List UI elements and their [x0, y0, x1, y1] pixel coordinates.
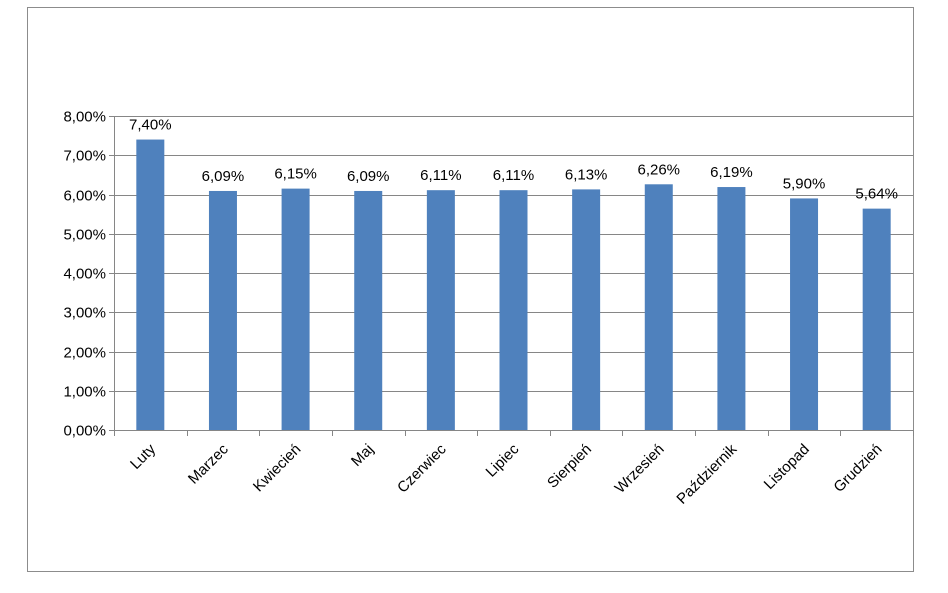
category-label: Kwiecień: [250, 441, 304, 495]
data-label: 6,11%: [420, 167, 461, 184]
axes: [109, 116, 914, 436]
y-tick-label: 3,00%: [63, 305, 106, 322]
data-label: 6,11%: [493, 167, 534, 184]
category-label: Luty: [127, 440, 159, 472]
category-label: Czerwiec: [394, 440, 450, 496]
category-label: Październik: [673, 440, 740, 507]
bar: [499, 190, 528, 430]
data-label: 6,13%: [565, 166, 608, 183]
bar: [281, 188, 310, 430]
category-label: Lipiec: [483, 440, 523, 480]
data-label: 6,15%: [274, 166, 317, 183]
data-label: 6,09%: [202, 168, 245, 185]
y-tick-label: 0,00%: [63, 423, 106, 440]
bar: [208, 190, 237, 430]
y-tick-label: 1,00%: [63, 384, 106, 401]
y-tick-label: 5,00%: [63, 227, 106, 244]
y-tick-label: 8,00%: [63, 109, 106, 126]
data-label: 7,40%: [129, 117, 172, 134]
bar: [717, 187, 746, 430]
bar: [644, 184, 673, 430]
bar: [862, 208, 891, 430]
bar: [426, 190, 455, 430]
y-tick-label: 2,00%: [63, 345, 106, 362]
bar: [354, 190, 383, 430]
bar: [136, 139, 165, 431]
bar: [790, 198, 819, 430]
chart-area: [27, 7, 914, 572]
category-label: Marzec: [185, 440, 232, 487]
data-label: 6,26%: [637, 161, 680, 178]
category-label: Wrzesień: [612, 441, 668, 497]
category-label: Listopad: [761, 441, 813, 493]
category-label: Grudzień: [830, 441, 885, 496]
data-labels: 7,40% 6,09% 6,15% 6,09% 6,11% 6,11% 6,13% 6,26%…: [129, 117, 898, 203]
bar: [572, 189, 601, 430]
bars: [136, 139, 891, 431]
y-tick-label: 4,00%: [63, 266, 106, 283]
y-tick-label: 7,00%: [63, 148, 106, 165]
y-axis-tick-labels: 0,00% 1,00% 2,00% 3,00% 4,00% 5,00% 6,00% 7,00%…: [63, 109, 106, 440]
data-label: 6,09%: [347, 168, 390, 185]
category-label: Maj: [348, 441, 377, 470]
x-axis-category-labels: Luty Marzec Kwiecień Maj Czerwiec Lipiec Sierp…: [127, 440, 885, 507]
y-tick-label: 6,00%: [63, 188, 106, 205]
data-label: 6,19%: [710, 164, 753, 181]
category-label: Sierpień: [544, 441, 595, 492]
data-label: 5,64%: [855, 186, 898, 203]
data-label: 5,90%: [783, 175, 826, 192]
